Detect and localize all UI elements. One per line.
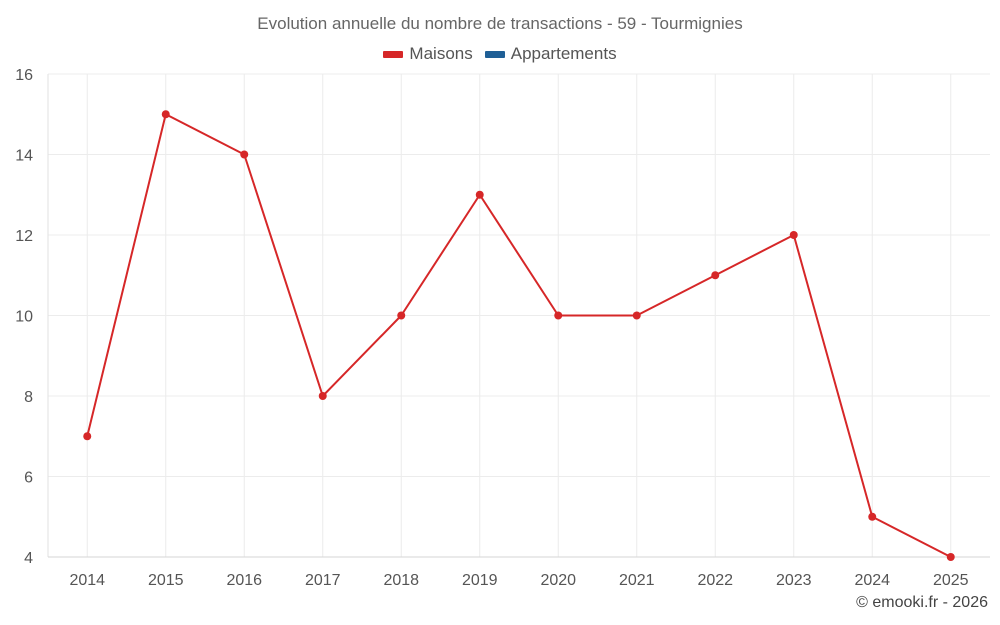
data-point bbox=[161, 110, 170, 119]
legend-swatch-appartements bbox=[484, 50, 505, 58]
x-tick-label: 2024 bbox=[854, 572, 890, 589]
y-tick-label: 6 bbox=[24, 470, 33, 487]
x-tick-label: 2017 bbox=[305, 572, 341, 589]
credit-text: © emooki.fr - 2026 bbox=[856, 594, 988, 611]
y-tick-label: 14 bbox=[15, 148, 33, 165]
legend-item-appartements[interactable]: Appartements bbox=[484, 44, 617, 64]
legend-swatch-maisons bbox=[383, 50, 404, 58]
x-tick-label: 2014 bbox=[69, 572, 105, 589]
data-point bbox=[632, 311, 641, 320]
data-point bbox=[946, 553, 955, 561]
data-point bbox=[83, 432, 92, 441]
data-point bbox=[318, 392, 327, 400]
x-tick-label: 2019 bbox=[462, 572, 498, 589]
x-tick-label: 2023 bbox=[776, 572, 812, 589]
data-point bbox=[711, 271, 720, 280]
x-tick-label: 2015 bbox=[148, 572, 184, 589]
y-tick-label: 10 bbox=[15, 309, 33, 326]
y-tick-label: 16 bbox=[15, 67, 33, 84]
x-tick-label: 2020 bbox=[540, 572, 576, 589]
y-tick-label: 8 bbox=[24, 389, 33, 406]
legend-label-appartements: Appartements bbox=[510, 44, 617, 63]
data-point bbox=[554, 311, 563, 320]
legend-item-maisons[interactable]: Maisons bbox=[383, 44, 473, 64]
legend: Maisons Appartements bbox=[0, 44, 1000, 64]
x-tick-label: 2025 bbox=[933, 572, 969, 589]
y-tick-label: 4 bbox=[24, 550, 33, 567]
x-tick-label: 2022 bbox=[697, 572, 733, 589]
legend-label-maisons: Maisons bbox=[409, 44, 473, 63]
data-point bbox=[868, 512, 877, 521]
x-tick-label: 2021 bbox=[619, 572, 655, 589]
series-line-maisons bbox=[86, 113, 952, 558]
x-tick-label: 2018 bbox=[383, 572, 419, 589]
data-point bbox=[475, 190, 484, 199]
data-point bbox=[240, 150, 249, 159]
x-tick-label: 2016 bbox=[226, 572, 262, 589]
data-point bbox=[789, 231, 798, 239]
data-point bbox=[397, 311, 406, 320]
y-tick-label: 12 bbox=[15, 228, 33, 245]
chart-title: Evolution annuelle du nombre de transact… bbox=[257, 14, 743, 33]
